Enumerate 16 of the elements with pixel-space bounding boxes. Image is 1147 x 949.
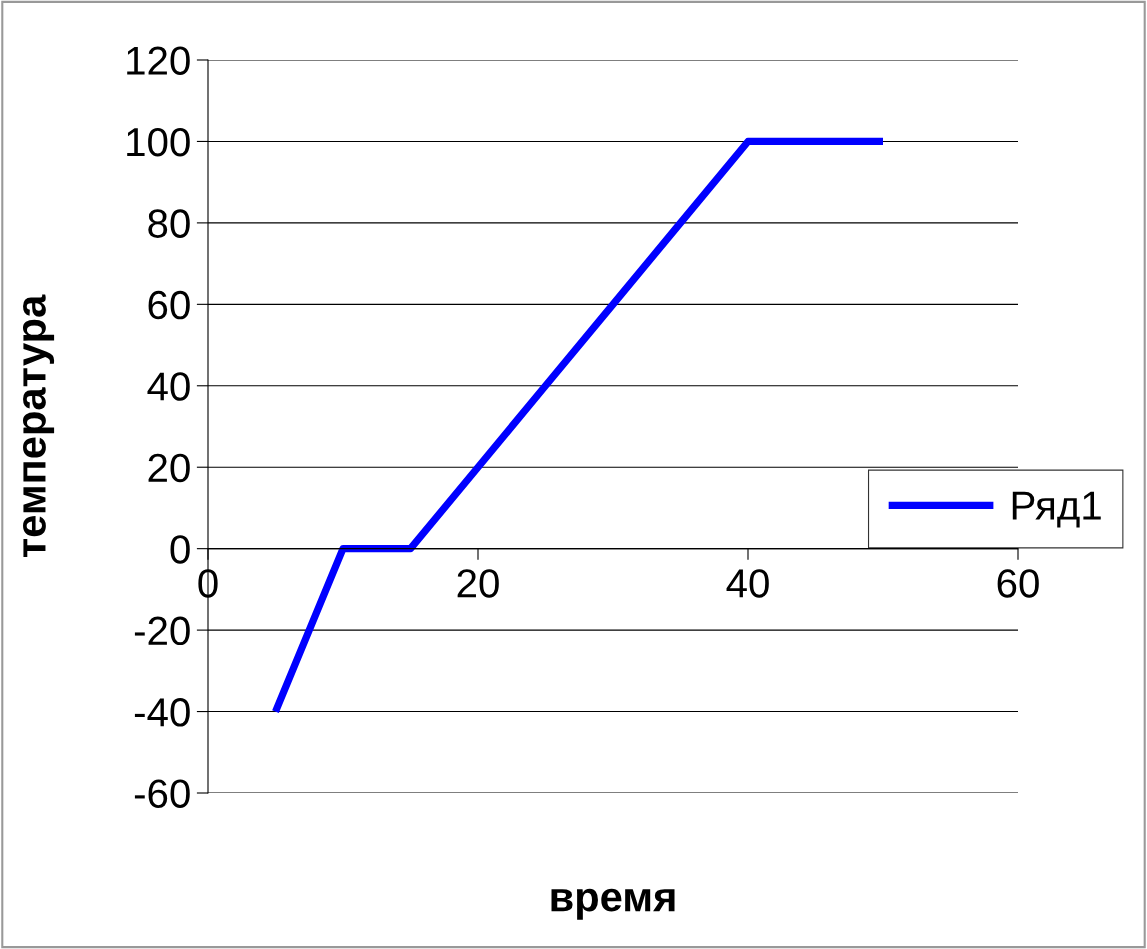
y-tick-label: 60 [148, 290, 190, 320]
y-tick-label: 20 [148, 453, 190, 483]
y-tick-label: -20 [134, 616, 190, 646]
y-tick-label: 100 [127, 127, 190, 157]
x-tick-label: 40 [726, 569, 769, 598]
y-tick-label: 0 [170, 535, 190, 564]
x-tick-label: 60 [997, 569, 1039, 598]
y-tick-label: 80 [148, 209, 190, 238]
y-tick-label: -40 [134, 698, 190, 727]
y-tick-label: -60 [134, 779, 190, 808]
x-axis-title: время [551, 888, 675, 920]
y-tick-label: 120 [127, 46, 190, 75]
y-tick-label: 40 [147, 372, 190, 401]
x-tick-label: 20 [457, 569, 499, 598]
legend-label: Ряд1 [1012, 491, 1101, 528]
y-axis-title: температура [22, 294, 55, 558]
